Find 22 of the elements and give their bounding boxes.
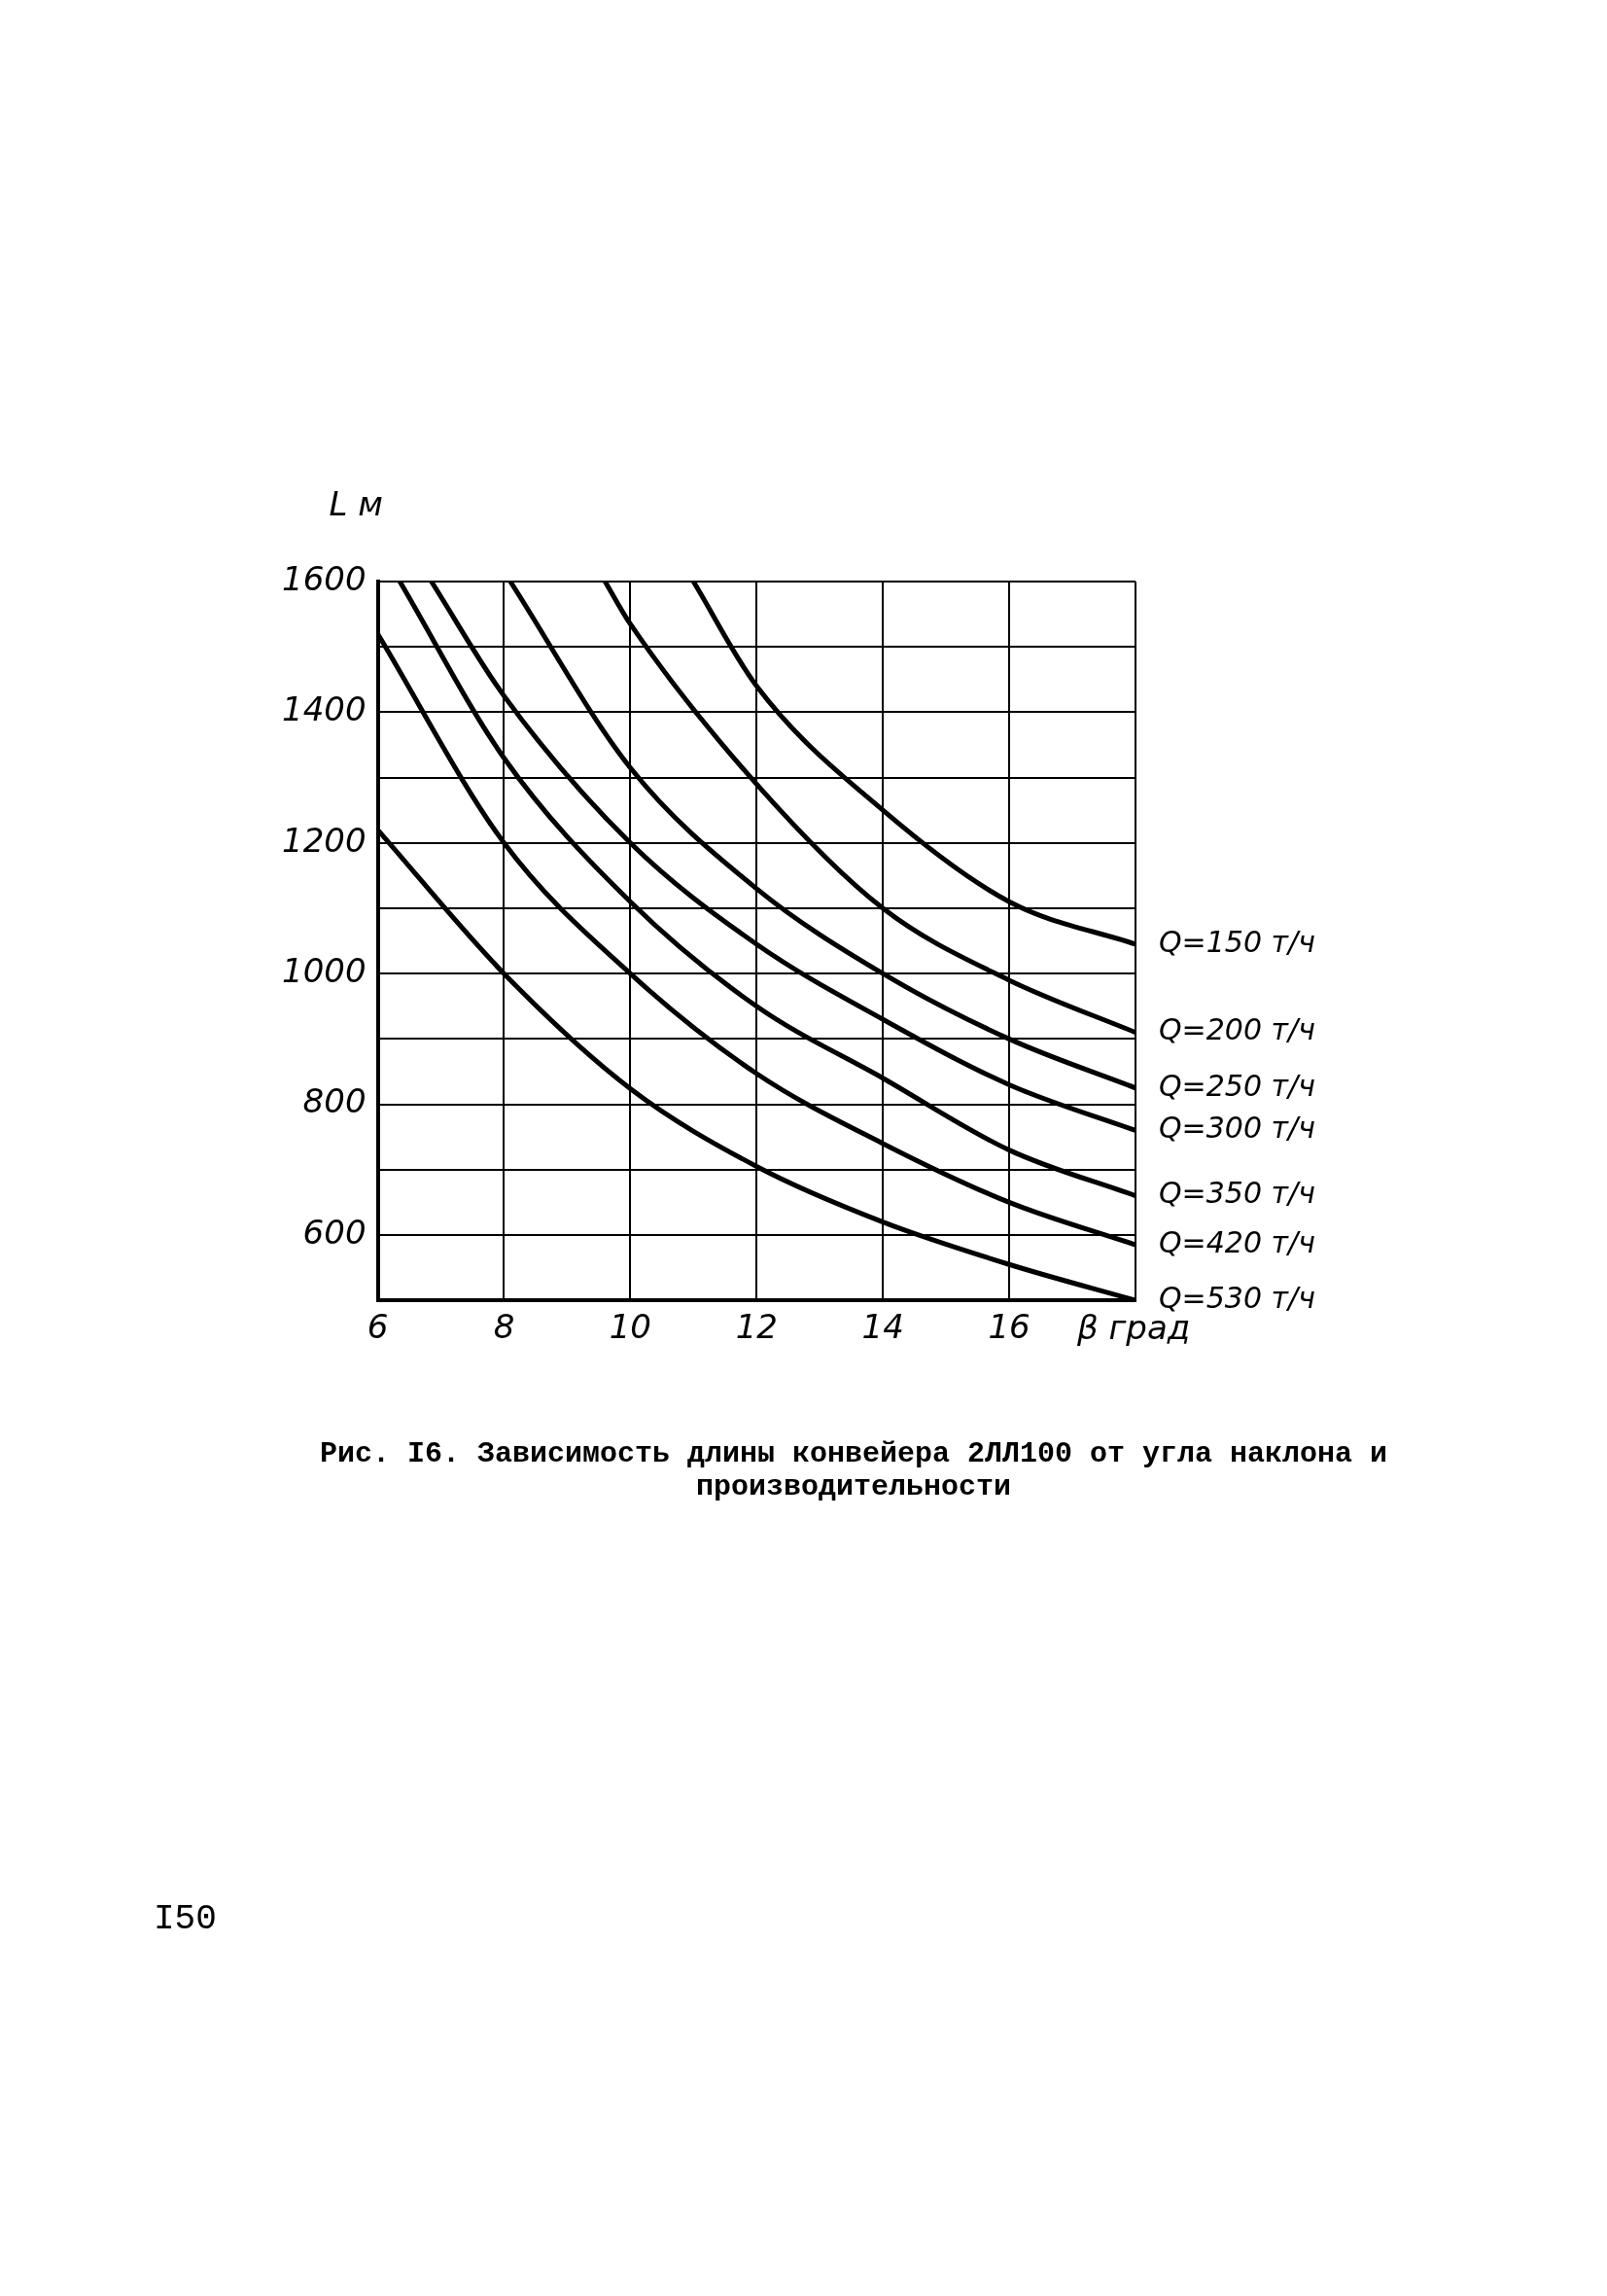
y-tick-label: 1200 bbox=[282, 820, 367, 860]
x-tick-label: 8 bbox=[493, 1307, 515, 1347]
series-label: Q=250 т/ч bbox=[1159, 1068, 1315, 1103]
series-label: Q=300 т/ч bbox=[1159, 1111, 1315, 1146]
series-label: Q=530 т/ч bbox=[1159, 1281, 1315, 1315]
x-tick-label: 10 bbox=[609, 1307, 651, 1347]
y-tick-label: 600 bbox=[302, 1212, 367, 1252]
y-tick-label: 1000 bbox=[282, 951, 367, 991]
series-label: Q=200 т/ч bbox=[1159, 1012, 1315, 1047]
x-tick-label: 16 bbox=[988, 1307, 1031, 1347]
y-axis-title: L м bbox=[329, 483, 383, 523]
y-tick-label: 800 bbox=[302, 1081, 367, 1121]
x-tick-label: 14 bbox=[861, 1307, 904, 1347]
series-label: Q=420 т/ч bbox=[1159, 1224, 1315, 1259]
x-tick-label: 6 bbox=[367, 1307, 389, 1347]
y-tick-label: 1600 bbox=[282, 558, 367, 598]
text: Рис. I6. Зависимость длины конвейера 2ЛЛ100 от угла наклона и производительности bbox=[319, 1437, 1388, 1503]
x-tick-label: 12 bbox=[735, 1307, 778, 1347]
series-label: Q=350 т/ч bbox=[1159, 1176, 1315, 1211]
text: I50 bbox=[154, 1899, 217, 1939]
y-tick-label: 1400 bbox=[282, 689, 367, 729]
series-label: Q=150 т/ч bbox=[1159, 924, 1315, 959]
